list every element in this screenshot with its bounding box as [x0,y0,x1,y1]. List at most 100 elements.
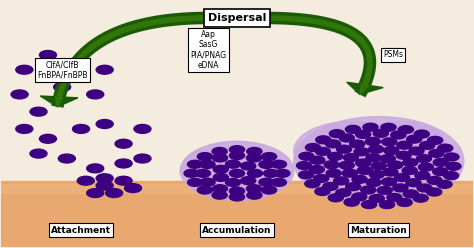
Circle shape [73,124,90,133]
Circle shape [397,199,412,206]
Circle shape [229,146,245,154]
Circle shape [381,123,396,131]
Circle shape [212,185,228,193]
Circle shape [329,130,345,138]
Circle shape [299,152,314,160]
Circle shape [380,201,395,209]
Circle shape [294,122,407,181]
Circle shape [438,144,453,152]
Circle shape [87,189,104,197]
Circle shape [212,154,228,162]
Circle shape [346,183,361,191]
Circle shape [226,179,241,186]
Circle shape [361,186,376,194]
Circle shape [305,144,320,152]
Circle shape [377,186,392,194]
Circle shape [16,65,33,74]
Circle shape [334,177,349,185]
Circle shape [417,184,432,192]
Circle shape [402,167,417,175]
Circle shape [316,136,331,144]
Circle shape [428,136,443,144]
Circle shape [427,188,442,196]
Circle shape [437,180,452,188]
Circle shape [433,168,448,176]
Circle shape [77,176,94,185]
Circle shape [388,161,403,169]
Circle shape [259,160,274,168]
Circle shape [213,165,228,173]
Circle shape [58,154,75,163]
Circle shape [262,186,277,194]
Circle shape [200,178,215,186]
Circle shape [54,83,71,92]
Text: Aap
SasG
PIA/PNAG
eDNA: Aap SasG PIA/PNAG eDNA [191,30,227,70]
Circle shape [444,172,459,180]
Circle shape [394,174,410,182]
Circle shape [369,194,384,202]
Circle shape [262,153,277,160]
Circle shape [429,150,444,157]
Circle shape [363,123,378,131]
Circle shape [73,65,90,74]
Circle shape [314,175,329,183]
Polygon shape [40,96,78,107]
Circle shape [184,169,199,177]
Circle shape [352,175,367,183]
Text: ClfA/ClfB
FnBPA/FnBPB: ClfA/ClfB FnBPA/FnBPB [37,60,87,79]
Circle shape [275,169,290,177]
Circle shape [271,160,286,168]
Circle shape [413,194,428,202]
Circle shape [369,171,384,179]
Polygon shape [347,82,383,94]
Circle shape [241,162,256,170]
Circle shape [357,166,372,174]
Circle shape [87,164,104,173]
Circle shape [247,191,262,199]
Circle shape [366,179,381,186]
Circle shape [387,193,402,201]
Circle shape [393,184,408,192]
Circle shape [134,154,151,163]
Polygon shape [55,97,63,107]
Circle shape [419,163,434,171]
Circle shape [96,174,113,183]
Circle shape [200,160,215,168]
Circle shape [299,171,314,179]
Circle shape [380,155,395,163]
Circle shape [366,154,381,162]
Circle shape [342,169,357,177]
Polygon shape [360,84,369,94]
Circle shape [339,134,355,142]
Circle shape [96,65,113,74]
Circle shape [229,169,245,177]
Circle shape [96,181,113,190]
Circle shape [16,124,33,133]
Circle shape [414,130,429,138]
Circle shape [326,140,340,148]
Circle shape [247,169,263,177]
Circle shape [360,122,445,166]
Circle shape [397,141,412,149]
Circle shape [30,107,47,116]
Circle shape [339,161,354,169]
Circle shape [369,145,383,153]
Text: Accumulation: Accumulation [202,225,272,235]
Circle shape [310,156,325,164]
Circle shape [336,189,351,197]
Bar [0,185,474,193]
Circle shape [383,168,398,176]
Circle shape [371,162,386,170]
Circle shape [382,178,397,186]
Circle shape [241,177,256,185]
Circle shape [11,90,28,99]
Circle shape [328,194,343,202]
Circle shape [115,159,132,168]
Text: Attachment: Attachment [51,225,111,235]
Text: Maturation: Maturation [350,225,407,235]
Circle shape [384,147,399,155]
Circle shape [229,193,245,201]
Circle shape [39,51,56,59]
Circle shape [106,189,123,197]
Circle shape [30,149,47,158]
